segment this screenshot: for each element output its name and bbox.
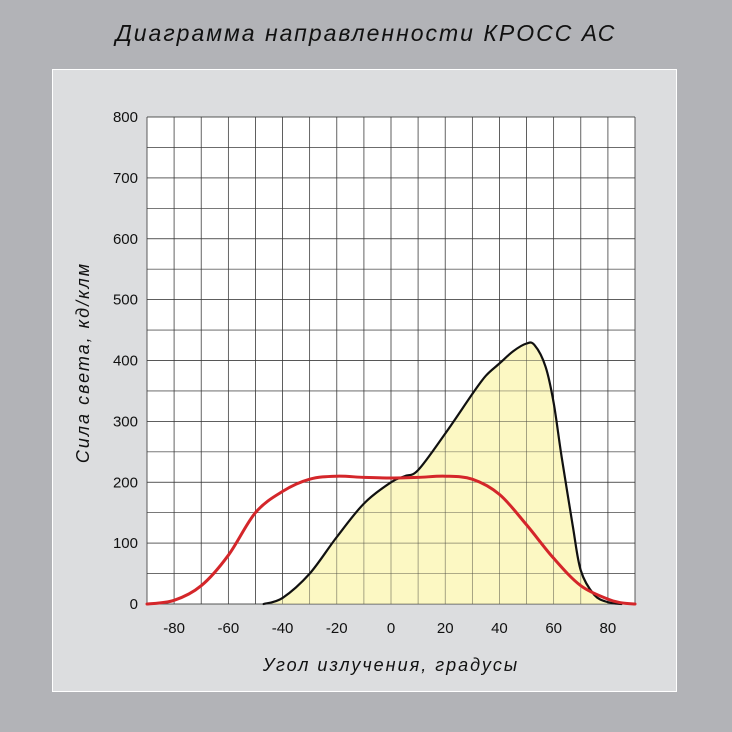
x-tick-label: 60 — [545, 620, 562, 637]
y-tick-label: 400 — [113, 353, 138, 370]
grid-overlay — [146, 116, 636, 605]
x-tick-label: 40 — [491, 620, 508, 637]
series-line-1 — [262, 341, 623, 606]
page-title: Диаграмма направленности КРОСС АС — [115, 20, 617, 46]
x-tick-labels: -80 -60 -40 -20 0 20 40 60 80 — [163, 620, 616, 637]
x-tick-label: 0 — [387, 620, 395, 637]
directivity-chart: -80 -60 -40 -20 0 20 40 60 80 0 100 200 300 400 500 60… — [73, 109, 637, 675]
y-tick-labels: 0 100 200 300 400 500 600 700 800 — [113, 109, 138, 613]
x-tick-label: -60 — [217, 620, 239, 637]
series-lines — [145, 341, 637, 606]
y-tick-label: 700 — [113, 170, 138, 187]
series-1-fill-area — [263, 342, 622, 604]
x-tick-label: -40 — [272, 620, 294, 637]
chart-panel: -80 -60 -40 -20 0 20 40 60 80 0 100 200 300 400 500 60… — [52, 69, 677, 692]
x-axis-title: Угол излучения, градусы — [262, 655, 519, 675]
x-tick-label: -20 — [326, 620, 348, 637]
x-tick-label: 80 — [600, 620, 617, 637]
y-tick-label: 100 — [113, 535, 138, 552]
y-tick-label: 0 — [130, 596, 138, 613]
y-tick-label: 600 — [113, 231, 138, 248]
x-tick-label: -80 — [163, 620, 185, 637]
x-tick-label: 20 — [437, 620, 454, 637]
y-tick-label: 800 — [113, 109, 138, 126]
y-tick-label: 200 — [113, 474, 138, 491]
y-axis-title: Сила света, кд/клм — [73, 262, 93, 463]
y-tick-label: 500 — [113, 292, 138, 309]
series-line-2 — [145, 474, 637, 606]
y-tick-label: 300 — [113, 413, 138, 430]
